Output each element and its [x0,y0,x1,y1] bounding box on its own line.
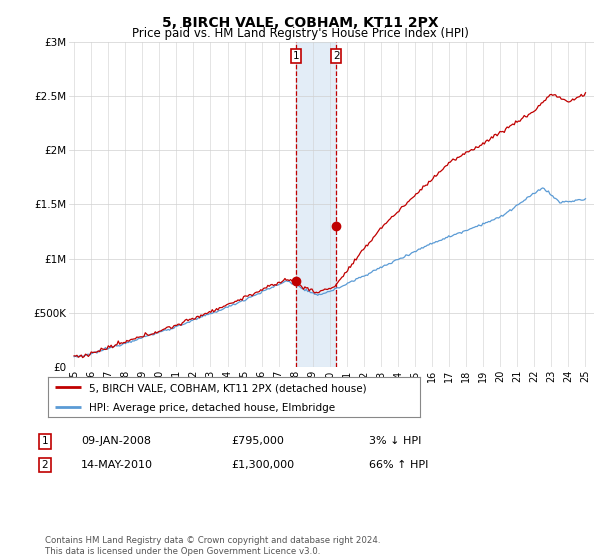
Text: £1,300,000: £1,300,000 [231,460,294,470]
Bar [296,42,336,367]
Text: 2: 2 [333,51,340,61]
Text: Price paid vs. HM Land Registry's House Price Index (HPI): Price paid vs. HM Land Registry's House … [131,27,469,40]
Text: 1: 1 [293,51,299,61]
Text: HPI: Average price, detached house, Elmbridge: HPI: Average price, detached house, Elmb… [89,403,335,413]
Text: £795,000: £795,000 [231,436,284,446]
Text: Contains HM Land Registry data © Crown copyright and database right 2024.
This d: Contains HM Land Registry data © Crown c… [45,536,380,556]
Text: 5, BIRCH VALE, COBHAM, KT11 2PX (detached house): 5, BIRCH VALE, COBHAM, KT11 2PX (detache… [89,383,367,393]
Text: 14-MAY-2010: 14-MAY-2010 [81,460,153,470]
Text: 2: 2 [41,460,49,470]
Text: 66% ↑ HPI: 66% ↑ HPI [369,460,428,470]
Text: 5, BIRCH VALE, COBHAM, KT11 2PX: 5, BIRCH VALE, COBHAM, KT11 2PX [161,16,439,30]
Text: 09-JAN-2008: 09-JAN-2008 [81,436,151,446]
Text: 1: 1 [41,436,49,446]
Text: 3% ↓ HPI: 3% ↓ HPI [369,436,421,446]
